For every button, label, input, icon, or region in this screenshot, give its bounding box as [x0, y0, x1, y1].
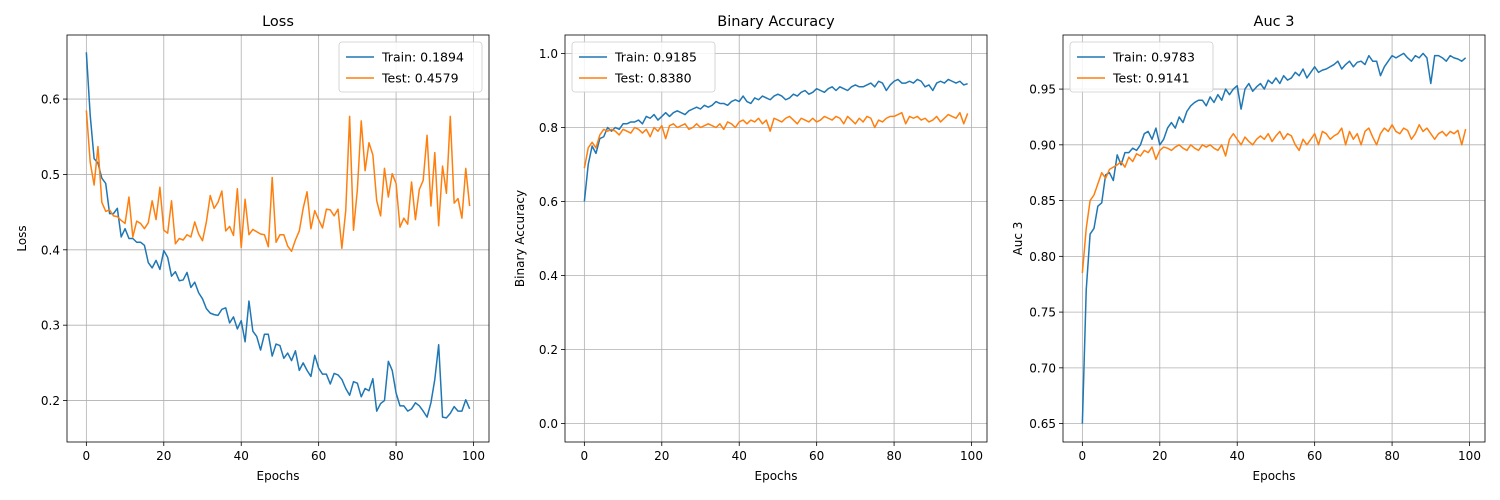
y-tick-label: 0.0 [539, 417, 558, 431]
y-tick-label: 0.70 [1029, 361, 1056, 375]
x-axis-label: Epochs [1253, 469, 1296, 483]
gridlines [1063, 35, 1485, 442]
y-tick-label: 0.4 [41, 243, 60, 257]
plot-frame [564, 34, 988, 443]
x-tick-label: 40 [732, 449, 747, 463]
x-tick-label: 100 [1458, 449, 1481, 463]
x-tick-label: 100 [462, 449, 485, 463]
series-line-test [583, 111, 969, 169]
x-axis-label: Epochs [257, 469, 300, 483]
x-tick-label: 40 [234, 449, 249, 463]
y-axis-label: Binary Accuracy [513, 190, 527, 287]
chart-title: Auc 3 [1254, 14, 1295, 30]
y-tick-label: 0.2 [539, 343, 558, 357]
legend: Train: 0.9185 Test: 0.8380 [571, 41, 716, 93]
legend-box [1069, 41, 1214, 93]
legend: Train: 0.1894 Test: 0.4579 [338, 41, 483, 93]
chart-panel-2: 0 20 40 60 80 100 0.0 0.2 0.4 0.6 0.8 1.0 Binary Acc… [513, 14, 988, 483]
x-tick-label: 40 [1230, 449, 1245, 463]
gridlines [565, 35, 987, 442]
legend-box [338, 41, 483, 93]
chart-title: Binary Accuracy [717, 14, 835, 30]
x-tick-label: 20 [156, 449, 171, 463]
legend-box [571, 41, 716, 93]
legend-label-test: Test: 0.8380 [614, 71, 692, 86]
gridlines [67, 35, 489, 442]
y-tick-label: 0.8 [539, 121, 558, 135]
y-tick-label: 0.5 [41, 168, 60, 182]
x-tick-label: 20 [654, 449, 669, 463]
x-tick-label: 80 [1384, 449, 1399, 463]
y-tick-label: 0.65 [1029, 417, 1056, 431]
x-axis-label: Epochs [755, 469, 798, 483]
series-line-train [583, 78, 968, 202]
x-tick-label: 0 [581, 449, 589, 463]
legend-label-test: Test: 0.4579 [381, 71, 459, 86]
y-tick-label: 0.80 [1029, 250, 1056, 264]
chart-panel-3: 0 20 40 60 80 100 0.65 0.70 0.75 0.80 0.85 0.90 0.95… [1011, 14, 1486, 483]
series-line-test [85, 110, 471, 253]
x-tick-label: 80 [886, 449, 901, 463]
x-tick-label: 60 [809, 449, 824, 463]
y-axis-label: Loss [15, 225, 29, 251]
y-tick-label: 0.2 [41, 394, 60, 408]
series-line-train [85, 52, 471, 419]
y-tick-label: 0.95 [1029, 83, 1056, 97]
y-tick-label: 0.4 [539, 269, 558, 283]
legend: Train: 0.9783 Test: 0.9141 [1069, 41, 1214, 93]
y-tick-label: 0.3 [41, 319, 60, 333]
x-tick-label: 60 [311, 449, 326, 463]
legend-label-test: Test: 0.9141 [1112, 71, 1190, 86]
x-tick-label: 80 [388, 449, 403, 463]
chart-title: Loss [262, 14, 294, 30]
y-tick-label: 0.6 [539, 195, 558, 209]
x-tick-label: 0 [1079, 449, 1087, 463]
chart-panel-1: 0 20 40 60 80 100 0.2 0.3 0.4 0.5 0.6 Loss Epochs Los… [15, 14, 490, 483]
y-tick-label: 0.75 [1029, 306, 1056, 320]
y-axis-label: Auc 3 [1011, 222, 1025, 256]
plot-frame [1062, 34, 1486, 443]
plot-frame [66, 34, 490, 443]
series-line-test [1081, 124, 1467, 274]
legend-label-train: Train: 0.9185 [614, 50, 697, 65]
x-tick-label: 100 [960, 449, 983, 463]
x-tick-label: 20 [1152, 449, 1167, 463]
series-line-train [1081, 52, 1467, 424]
y-tick-label: 1.0 [539, 47, 558, 61]
x-tick-label: 0 [83, 449, 91, 463]
y-tick-label: 0.90 [1029, 138, 1056, 152]
legend-label-train: Train: 0.1894 [381, 50, 464, 65]
y-tick-label: 0.6 [41, 93, 60, 107]
x-tick-label: 60 [1307, 449, 1322, 463]
legend-label-train: Train: 0.9783 [1112, 50, 1195, 65]
y-tick-label: 0.85 [1029, 194, 1056, 208]
